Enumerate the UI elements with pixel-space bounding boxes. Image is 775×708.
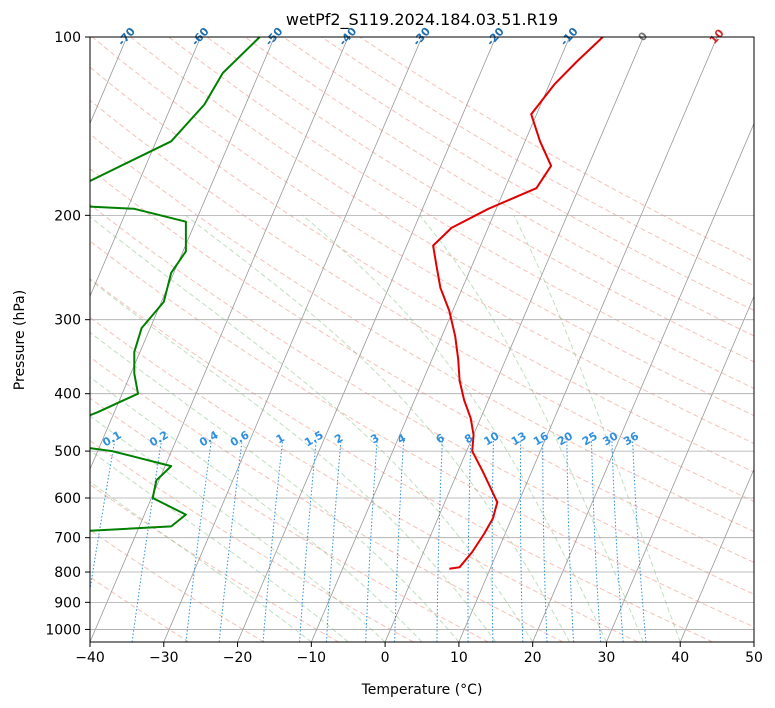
x-tick-label: 0 bbox=[381, 650, 390, 666]
isotherm bbox=[163, 37, 423, 642]
moist-adiabat bbox=[513, 215, 681, 642]
isotherm bbox=[606, 295, 754, 642]
isotherm bbox=[90, 37, 202, 298]
mixing-ratio-line bbox=[365, 440, 378, 642]
y-tick-label: 800 bbox=[54, 565, 81, 581]
x-tick-label: −40 bbox=[75, 650, 105, 666]
dry-adiabat bbox=[90, 316, 639, 642]
dry-adiabat bbox=[283, 37, 754, 312]
dry-adiabat bbox=[90, 278, 713, 642]
moist-adiabat bbox=[90, 216, 534, 642]
x-axis-label: Temperature (°C) bbox=[361, 682, 483, 698]
dry-adiabat bbox=[91, 37, 754, 445]
mixing-ratio-label: 0.6 bbox=[228, 428, 252, 449]
mixing-ratio-line bbox=[394, 440, 405, 642]
mixing-ratio-label: 0.1 bbox=[100, 428, 123, 449]
x-tick-label: −30 bbox=[149, 650, 179, 666]
mixing-ratio-line bbox=[262, 440, 284, 642]
y-tick-label: 500 bbox=[54, 444, 81, 460]
y-tick-label: 200 bbox=[54, 208, 81, 224]
mixing-ratio-label: 25 bbox=[580, 429, 600, 448]
y-axis-label: Pressure (hPa) bbox=[12, 290, 28, 390]
isotherm bbox=[384, 37, 644, 642]
dry-adiabat bbox=[206, 37, 754, 363]
y-tick-label: 100 bbox=[54, 30, 81, 46]
mixing-ratio-line bbox=[467, 440, 472, 642]
y-tick-label: 400 bbox=[54, 387, 81, 403]
mixing-ratio-line bbox=[325, 440, 342, 642]
y-tick-label: 300 bbox=[54, 313, 81, 329]
mixing-ratio-line bbox=[131, 440, 162, 642]
dry-adiabat bbox=[90, 240, 754, 628]
mixing-ratio-line bbox=[591, 440, 602, 642]
mixing-ratio-line bbox=[611, 440, 624, 642]
moist-adiabat bbox=[90, 279, 497, 642]
dry-adiabat bbox=[90, 168, 754, 563]
dry-adiabat bbox=[359, 37, 754, 263]
mixing-ratio-label: 30 bbox=[600, 429, 620, 448]
mixing-ratio-line bbox=[566, 440, 574, 642]
dry-adiabat bbox=[90, 203, 754, 595]
y-tick-label: 900 bbox=[54, 595, 81, 611]
x-tick-label: 30 bbox=[598, 650, 616, 666]
mixing-ratio-line bbox=[436, 440, 443, 642]
dewpoint-profile bbox=[90, 37, 261, 532]
moist-adiabat bbox=[419, 214, 644, 642]
y-tick-label: 600 bbox=[54, 491, 81, 507]
isotherm bbox=[237, 37, 497, 642]
dry-adiabat bbox=[244, 37, 754, 337]
moist-adiabat bbox=[90, 376, 423, 642]
x-tick-label: 40 bbox=[671, 650, 689, 666]
isotherm bbox=[458, 37, 718, 642]
temperature-profile bbox=[432, 37, 604, 570]
x-tick-label: 10 bbox=[450, 650, 468, 666]
dry-adiabat bbox=[90, 397, 489, 642]
moist-adiabat bbox=[302, 214, 607, 642]
mixing-ratio-label: 20 bbox=[555, 429, 575, 448]
mixing-ratio-line bbox=[519, 440, 524, 642]
moist-adiabat bbox=[90, 481, 312, 642]
chart-title: wetPf2_S119.2024.184.03.51.R19 bbox=[285, 10, 559, 29]
dry-adiabat bbox=[321, 37, 754, 287]
mixing-ratio-label: 4 bbox=[395, 431, 408, 446]
dry-adiabat bbox=[90, 99, 754, 502]
mixing-ratio-label: 10 bbox=[482, 429, 502, 448]
isotherm bbox=[310, 37, 570, 642]
moist-adiabat bbox=[90, 449, 349, 642]
isotherm bbox=[532, 122, 754, 642]
mixing-ratio-label: 0.4 bbox=[197, 428, 221, 449]
mixing-ratio-label: 13 bbox=[509, 429, 529, 448]
mixing-ratio-line bbox=[542, 440, 548, 642]
dry-adiabat bbox=[90, 66, 754, 473]
mixing-ratio-label: 0.2 bbox=[147, 428, 170, 449]
y-tick-label: 1000 bbox=[45, 622, 81, 638]
isotherm bbox=[753, 640, 754, 642]
moist-adiabat bbox=[90, 415, 386, 642]
x-tick-label: 20 bbox=[524, 650, 542, 666]
x-tick-label: −20 bbox=[223, 650, 253, 666]
dry-adiabat bbox=[90, 440, 414, 642]
mixing-ratio-line bbox=[185, 440, 212, 642]
mixing-ratio-label: 1.5 bbox=[302, 428, 325, 449]
mixing-ratio-label: 3 bbox=[368, 431, 381, 446]
dry-adiabat bbox=[90, 356, 564, 642]
mixing-ratio-line bbox=[632, 440, 647, 642]
isotherm bbox=[90, 37, 349, 642]
moist-adiabat bbox=[90, 331, 460, 642]
dry-adiabat bbox=[90, 133, 754, 533]
dry-adiabat bbox=[90, 529, 265, 642]
y-tick-label: 700 bbox=[54, 531, 81, 547]
dry-adiabat bbox=[90, 576, 190, 642]
mixing-ratio-line bbox=[491, 440, 494, 642]
mixing-ratio-line bbox=[90, 440, 116, 593]
x-tick-label: 50 bbox=[745, 650, 763, 666]
dry-adiabat bbox=[90, 483, 339, 642]
mixing-ratio-line bbox=[299, 440, 317, 642]
mixing-ratio-line bbox=[218, 440, 243, 642]
isotherm bbox=[679, 468, 754, 642]
plot-frame bbox=[89, 36, 755, 643]
x-tick-label: −10 bbox=[297, 650, 327, 666]
isotherm bbox=[90, 37, 275, 471]
